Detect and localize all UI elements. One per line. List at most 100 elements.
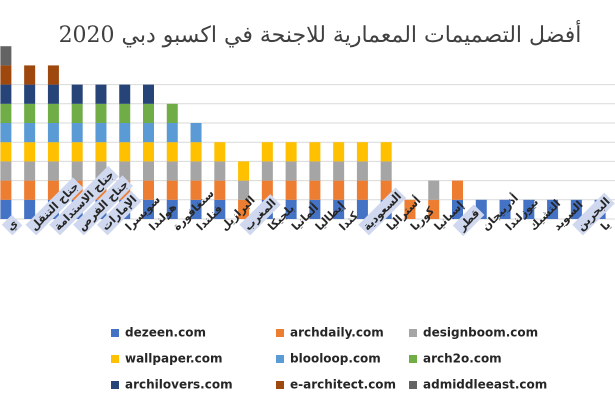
legend-item: dezeen.com xyxy=(111,326,206,340)
bar-segment-dezeen-com xyxy=(166,199,178,219)
bar-segment-blooloop-com xyxy=(24,123,36,143)
legend-label: dezeen.com xyxy=(125,326,206,340)
bar-segment-wallpaper-com xyxy=(356,142,368,162)
x-tick-label: يا xyxy=(598,218,613,233)
bar-segment-wallpaper-com xyxy=(214,142,226,162)
legend-label: designboom.com xyxy=(423,326,538,340)
bar-segment-dezeen-com xyxy=(214,199,226,219)
legend: dezeen.com archdaily.com designboom.com wal… xyxy=(111,326,547,392)
x-tick-highlight xyxy=(49,165,119,236)
bar-segment-arch2o-com xyxy=(119,103,131,123)
bar-segment-blooloop-com xyxy=(0,123,12,143)
bar-segment-designboom-com xyxy=(166,161,178,181)
bar-segment-wallpaper-com xyxy=(119,142,131,162)
bar-segment-arch2o-com xyxy=(95,103,107,123)
bar-segment-archdaily-com xyxy=(356,180,368,200)
bar-segment-archdaily-com xyxy=(309,180,321,200)
legend-swatch xyxy=(276,329,284,337)
bar-segment-arch2o-com xyxy=(24,103,36,123)
legend-swatch xyxy=(111,355,119,363)
x-tick-highlight xyxy=(358,187,407,236)
bar-segment-wallpaper-com xyxy=(47,142,59,162)
bar-segment-dezeen-com xyxy=(547,199,559,219)
legend-swatch xyxy=(409,381,417,389)
legend-swatch xyxy=(276,381,284,389)
bar-segment-archdaily-com xyxy=(380,180,392,200)
bar-segment-archdaily-com xyxy=(0,180,12,200)
x-tick: يا xyxy=(598,218,613,233)
bar-segment-designboom-com xyxy=(190,161,202,181)
bar-segment-dezeen-com xyxy=(452,199,463,219)
x-tick-highlight xyxy=(25,177,84,236)
legend-item: archdaily.com xyxy=(276,326,384,340)
bar-segment-e-architect-com xyxy=(24,65,36,85)
legend-item: arch2o.com xyxy=(409,352,502,366)
bar-segment-wallpaper-com xyxy=(261,142,273,162)
bar-segment-dezeen-com xyxy=(523,199,535,219)
bar-segment-admiddleeast-com xyxy=(0,46,12,66)
legend-swatch xyxy=(111,381,119,389)
bar-segment-wallpaper-com xyxy=(285,142,297,162)
legend-label: archilovers.com xyxy=(125,378,233,392)
bar-segment-archilovers-com xyxy=(71,84,83,104)
bar-segment-dezeen-com xyxy=(499,199,511,219)
legend-label: blooloop.com xyxy=(290,352,381,366)
legend-item: blooloop.com xyxy=(276,352,381,366)
bar-segment-wallpaper-com xyxy=(238,161,250,181)
legend-item: archilovers.com xyxy=(111,378,233,392)
bar-segment-wallpaper-com xyxy=(71,142,83,162)
bar-segment-wallpaper-com xyxy=(24,142,36,162)
chart-title: أفضل التصميمات المعمارية للاجنحة في اكسب… xyxy=(59,19,582,48)
legend-item: e-architect.com xyxy=(276,378,396,392)
bar-segment-archdaily-com xyxy=(261,180,273,200)
bar-segment-archilovers-com xyxy=(143,84,154,104)
bar-segment-arch2o-com xyxy=(166,103,178,123)
bar-segment-wallpaper-com xyxy=(333,142,345,162)
bar-segment-archilovers-com xyxy=(24,84,36,104)
bar-segment-wallpaper-com xyxy=(309,142,321,162)
bar-segment-arch2o-com xyxy=(143,103,154,123)
bar-segment-archdaily-com xyxy=(166,180,178,200)
legend-swatch xyxy=(409,355,417,363)
bar-segment-blooloop-com xyxy=(71,123,83,143)
bar-segment-designboom-com xyxy=(71,161,83,181)
x-tick-highlight xyxy=(73,175,134,236)
bar-segment-e-architect-com xyxy=(47,65,59,85)
bar-segment-designboom-com xyxy=(95,161,107,181)
bar-segment-dezeen-com xyxy=(475,199,487,219)
bar-segment-designboom-com xyxy=(428,180,440,200)
bar-segment-archilovers-com xyxy=(0,84,12,104)
bar-segment-dezeen-com xyxy=(309,199,321,219)
bar-segment-archilovers-com xyxy=(119,84,131,104)
legend-label: wallpaper.com xyxy=(125,352,222,366)
bar-segment-designboom-com xyxy=(261,161,273,181)
bar-segment-arch2o-com xyxy=(47,103,59,123)
bar-segment-designboom-com xyxy=(309,161,321,181)
legend-item: wallpaper.com xyxy=(111,352,222,366)
bar-segment-dezeen-com xyxy=(24,199,36,219)
bar-segment-dezeen-com xyxy=(333,199,345,219)
legend-label: e-architect.com xyxy=(290,378,396,392)
legend-item: admiddleeast.com xyxy=(409,378,547,392)
bar-segment-designboom-com xyxy=(47,161,59,181)
bar-segment-designboom-com xyxy=(119,161,131,181)
legend-label: archdaily.com xyxy=(290,326,384,340)
bar-segment-archdaily-com xyxy=(190,180,202,200)
legend-swatch xyxy=(409,329,417,337)
legend-swatch xyxy=(111,329,119,337)
legend-label: arch2o.com xyxy=(423,352,502,366)
bar-segment-blooloop-com xyxy=(190,123,202,143)
bar-segment-archdaily-com xyxy=(143,180,154,200)
bar-segment-designboom-com xyxy=(333,161,345,181)
bar-segment-dezeen-com xyxy=(190,199,202,219)
bar-segment-blooloop-com xyxy=(47,123,59,143)
x-tick-highlight xyxy=(96,190,142,236)
legend-item: designboom.com xyxy=(409,326,538,340)
bar-segment-wallpaper-com xyxy=(0,142,12,162)
bar-segment-e-architect-com xyxy=(0,65,12,85)
bar-segment-designboom-com xyxy=(0,161,12,181)
bar-segment-blooloop-com xyxy=(95,123,107,143)
bar-segment-archdaily-com xyxy=(47,180,59,200)
bar-segment-dezeen-com xyxy=(356,199,368,219)
